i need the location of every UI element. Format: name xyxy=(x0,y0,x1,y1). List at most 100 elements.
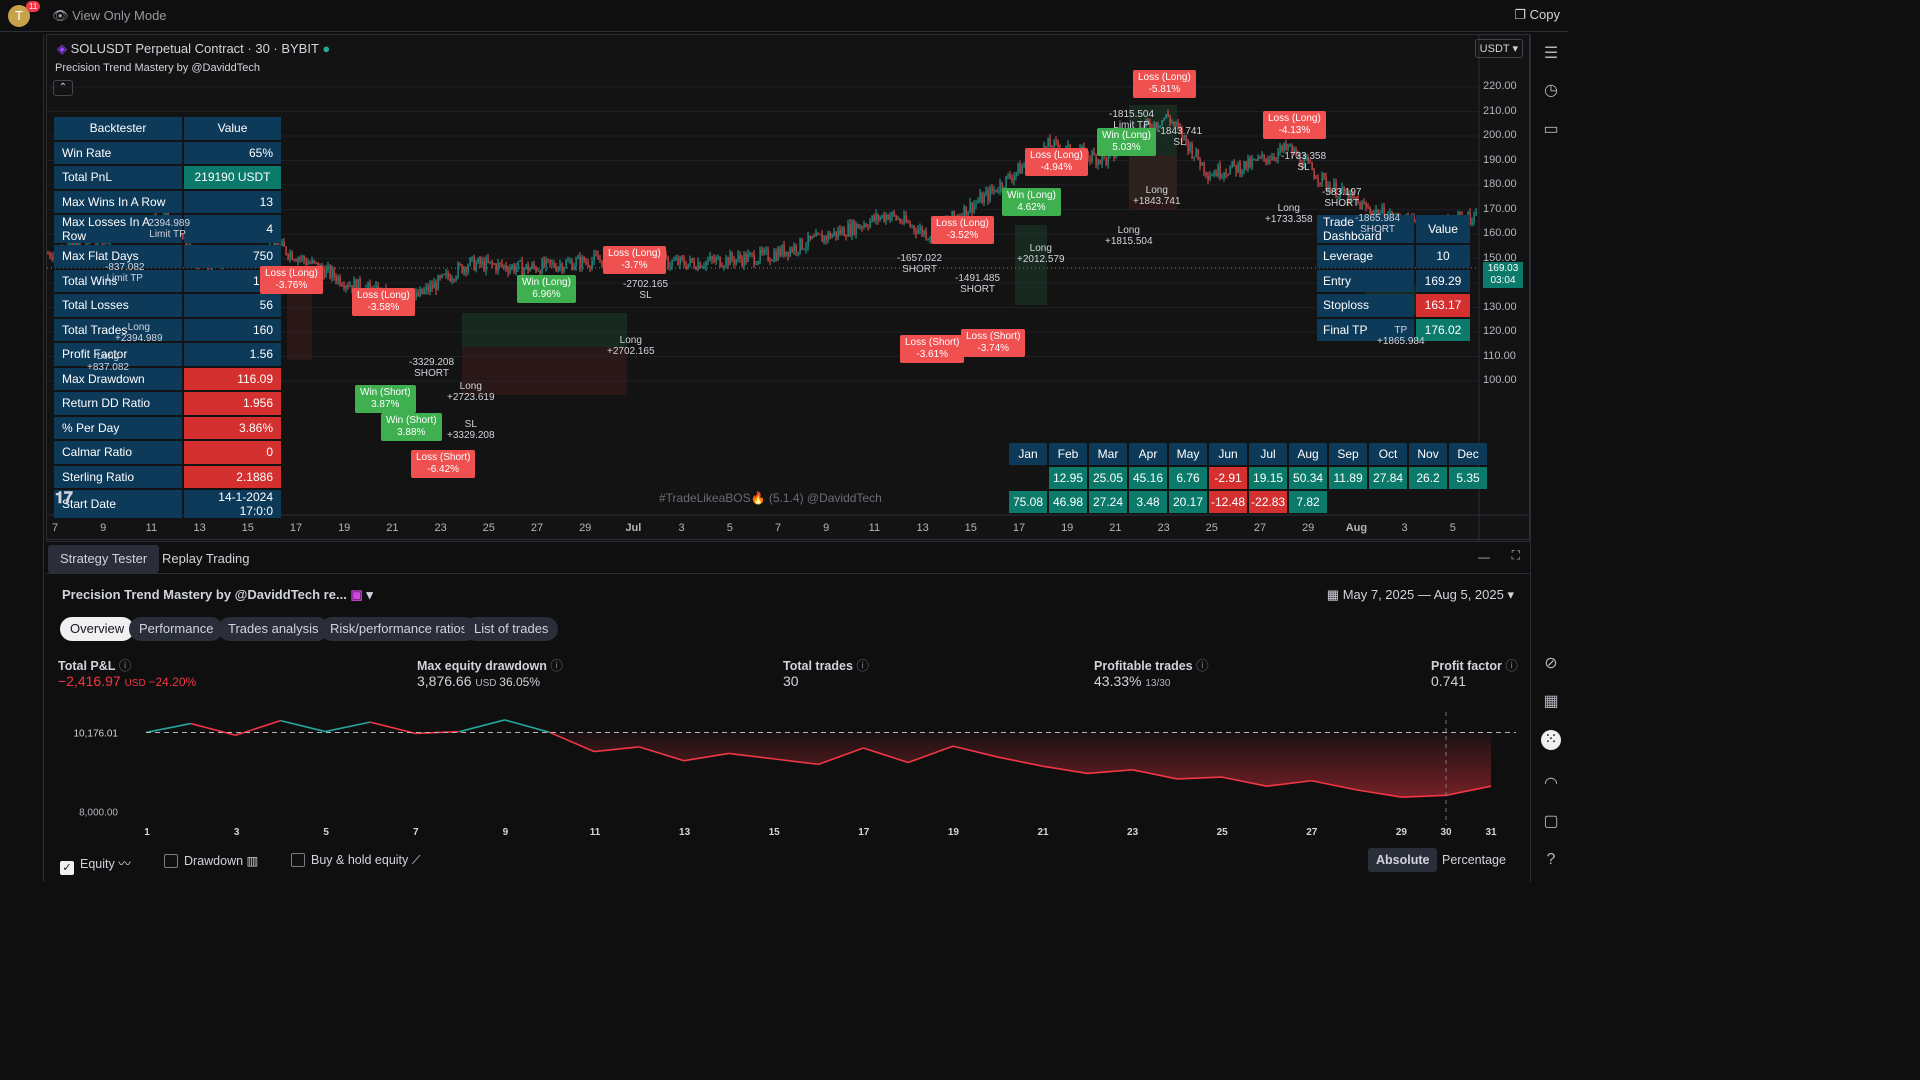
candle-body xyxy=(1019,163,1021,174)
currency-select[interactable]: USDT ▾ xyxy=(1474,39,1523,58)
candle-body xyxy=(487,258,489,263)
candle-body xyxy=(1179,126,1181,129)
apps-icon[interactable]: ⁙ xyxy=(1541,730,1561,750)
price-annotation-line: Long xyxy=(459,381,482,392)
month-cell: Jul xyxy=(1249,443,1288,465)
candle-body xyxy=(1147,120,1149,123)
tab-strategy-tester[interactable]: Strategy Tester xyxy=(48,545,160,573)
candle-body xyxy=(453,279,455,281)
candle-body xyxy=(817,232,819,235)
candle-body xyxy=(1271,156,1273,161)
feed-icon[interactable]: ◠ xyxy=(1544,775,1558,792)
candle-body xyxy=(1469,212,1471,225)
candle-body xyxy=(1187,141,1189,152)
price-annotation-line: SHORT xyxy=(1360,224,1395,235)
candle-body xyxy=(1181,128,1183,139)
trend-line-icon: ⟋ xyxy=(411,853,421,867)
candle-body xyxy=(1331,188,1333,193)
view-only-mode[interactable]: 👁 View Only Mode xyxy=(52,8,167,24)
metric-label: Max equity drawdown ⓘ xyxy=(417,659,563,673)
user-avatar[interactable]: T xyxy=(8,5,30,27)
calendar-icon[interactable]: ▦ xyxy=(1543,693,1559,710)
buy-hold-checkbox[interactable]: Buy & hold equity ⟋ xyxy=(291,853,421,868)
alerts-clock-icon[interactable]: ◷ xyxy=(1544,82,1558,99)
candle-body xyxy=(1171,122,1173,124)
candle-body xyxy=(347,285,349,287)
candle-body xyxy=(1173,122,1175,125)
tab-replay-trading[interactable]: Replay Trading xyxy=(162,551,250,566)
help-icon[interactable]: ? xyxy=(1546,851,1556,868)
candle-body xyxy=(733,259,735,264)
chart-pane[interactable]: ◈ SOLUSDT Perpetual Contract · 30 · BYBI… xyxy=(46,34,1531,541)
candle-body xyxy=(1289,145,1291,147)
candle-body xyxy=(793,245,795,252)
candle-body xyxy=(1001,182,1003,189)
metric-value: 43.33% 13/30 xyxy=(1094,673,1170,689)
candle-body xyxy=(521,260,523,275)
candle-body xyxy=(549,259,551,264)
trade-result-label: Loss (Long) -3.52% xyxy=(931,216,994,244)
candle-body xyxy=(501,263,503,267)
dashboard-value: 10 xyxy=(1416,245,1470,268)
strategy-name[interactable]: Precision Trend Mastery by @DaviddTech r… xyxy=(62,587,373,602)
month-cell: Aug xyxy=(1289,443,1328,465)
percentage-toggle[interactable]: Percentage xyxy=(1442,853,1506,867)
candle-body xyxy=(823,235,825,242)
subtab-risk-ratios[interactable]: Risk/performance ratios xyxy=(320,617,478,641)
subtab-performance[interactable]: Performance xyxy=(129,617,224,641)
candle-body xyxy=(1335,182,1337,198)
subtab-overview[interactable]: Overview xyxy=(60,617,135,641)
equity-checkbox[interactable]: ✓ Equity 〰 xyxy=(60,853,131,875)
collapse-button[interactable]: ⌃ xyxy=(53,80,73,96)
candle-body xyxy=(1337,196,1339,198)
price-annotation: Long +837.082 xyxy=(87,351,129,373)
absolute-toggle[interactable]: Absolute xyxy=(1368,848,1438,872)
candle-body xyxy=(899,218,901,223)
eye-icon: 👁 xyxy=(52,8,73,23)
info-icon[interactable]: ⓘ xyxy=(115,659,132,673)
candle-body xyxy=(1045,145,1047,147)
candle-body xyxy=(299,258,301,260)
candle-body xyxy=(1067,144,1069,147)
chat-icon[interactable]: ▭ xyxy=(1543,121,1559,138)
minimize-icon[interactable]: — xyxy=(1478,550,1490,564)
candle-body xyxy=(929,236,931,240)
candle-body xyxy=(1227,174,1229,176)
equity-line-segment xyxy=(1446,785,1492,797)
subtab-trades-analysis[interactable]: Trades analysis xyxy=(218,617,329,641)
candle-body xyxy=(893,212,895,216)
metric-value: 160 xyxy=(184,318,281,341)
time-tick: 11 xyxy=(868,522,881,534)
backtester-row: Total Trades 160 xyxy=(54,318,281,341)
notifications-icon[interactable]: ▢ xyxy=(1543,813,1559,830)
trade-result-label: Loss (Long) -3.76% xyxy=(260,266,323,294)
candle-body xyxy=(1309,161,1311,163)
maximize-icon[interactable]: ⛶ xyxy=(1511,548,1520,562)
equity-x-tick: 29 xyxy=(1396,827,1408,838)
dashboard-key: Stoploss xyxy=(1317,294,1414,317)
price-tick: 120.00 xyxy=(1483,325,1517,337)
indicator-title[interactable]: Precision Trend Mastery by @DaviddTech xyxy=(55,62,260,74)
candle-body xyxy=(337,276,339,282)
info-icon[interactable]: ⓘ xyxy=(1192,659,1209,673)
watchlist-icon[interactable]: ☰ xyxy=(1543,45,1559,62)
metric-value: 3.86% xyxy=(184,416,281,439)
drawdown-checkbox[interactable]: Drawdown ▥ xyxy=(164,853,258,868)
info-icon[interactable]: ⓘ xyxy=(546,659,563,673)
candle-body xyxy=(771,260,773,262)
compass-icon[interactable]: ⊘ xyxy=(1544,655,1558,672)
metric-value: 0 xyxy=(184,441,281,464)
info-icon[interactable]: ⓘ xyxy=(1501,659,1518,673)
candle-body xyxy=(449,276,451,282)
candle-body xyxy=(415,292,417,299)
subtab-list-of-trades[interactable]: List of trades xyxy=(464,617,559,641)
candle-body xyxy=(1247,158,1249,169)
copy-button[interactable]: ❐ Copy xyxy=(1514,7,1560,23)
metric-label: Profit factor ⓘ xyxy=(1431,659,1518,673)
time-tick: 21 xyxy=(386,522,399,534)
symbol-title[interactable]: ◈ SOLUSDT Perpetual Contract · 30 · BYBI… xyxy=(57,41,330,57)
info-icon[interactable]: ⓘ xyxy=(852,659,869,673)
tradingview-logo[interactable]: 𝟏𝟕 xyxy=(55,490,73,507)
equity-x-tick: 9 xyxy=(503,827,509,838)
date-range-picker[interactable]: ▦ May 7, 2025 — Aug 5, 2025 ▾ xyxy=(1326,587,1514,602)
